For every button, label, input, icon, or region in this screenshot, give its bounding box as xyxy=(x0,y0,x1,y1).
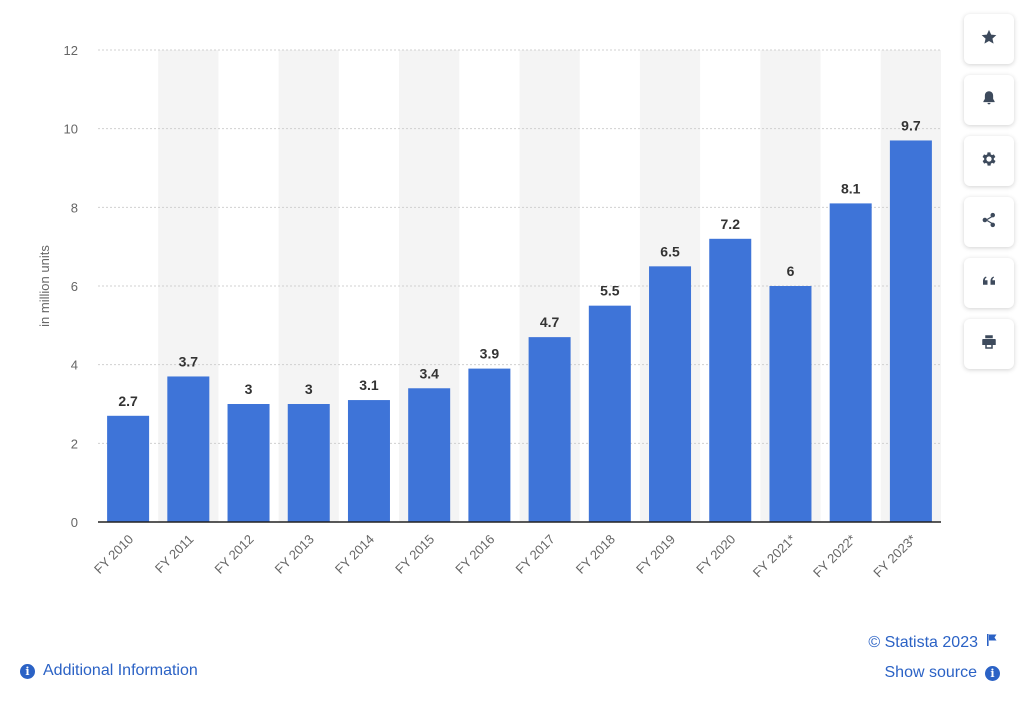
x-tick-label: FY 2015 xyxy=(392,532,437,577)
bar xyxy=(287,404,330,522)
bar xyxy=(769,286,812,522)
value-label: 6.5 xyxy=(660,243,680,259)
bar xyxy=(107,415,150,522)
x-tick-label: FY 2018 xyxy=(573,532,618,577)
additional-information-label: Additional Information xyxy=(43,662,198,679)
bell-icon xyxy=(980,89,998,112)
info-icon: i xyxy=(985,665,1000,681)
y-tick-labels: 0 2 4 6 8 10 12 xyxy=(64,43,78,530)
value-label: 7.2 xyxy=(721,216,741,232)
value-label: 3 xyxy=(245,381,253,397)
show-source-link[interactable]: Show source i xyxy=(884,664,1000,682)
value-label: 3.9 xyxy=(480,346,500,362)
print-icon xyxy=(980,333,998,356)
value-label: 4.7 xyxy=(540,314,560,330)
value-label: 5.5 xyxy=(600,283,620,299)
x-tick-label: FY 2021* xyxy=(750,532,799,581)
x-tick-label: FY 2011 xyxy=(152,532,197,577)
value-label: 9.7 xyxy=(901,117,921,133)
bar xyxy=(167,376,210,522)
value-label: 8.1 xyxy=(841,180,861,196)
bar xyxy=(227,404,270,522)
bar xyxy=(468,368,511,522)
y-axis-title: in million units xyxy=(37,245,52,327)
x-tick-label: FY 2022* xyxy=(810,532,859,581)
y-tick-label: 0 xyxy=(71,515,78,530)
bar xyxy=(347,400,390,522)
y-tick-label: 12 xyxy=(64,43,78,58)
statista-credit[interactable]: © Statista 2023 xyxy=(868,633,998,652)
bar xyxy=(649,266,692,522)
notification-button[interactable] xyxy=(964,75,1014,125)
bar xyxy=(889,140,932,522)
show-source-label: Show source xyxy=(884,664,978,681)
value-labels: 2.7 3.7 3 3 3.1 3.4 3.9 4.7 5.5 6.5 7.2 6 8.1 9.7 xyxy=(118,117,920,408)
star-icon xyxy=(980,28,998,51)
x-tick-label: FY 2023* xyxy=(870,532,919,581)
value-label: 3.7 xyxy=(179,353,199,369)
x-tick-label: FY 2016 xyxy=(452,532,497,577)
bars xyxy=(107,140,932,523)
value-label: 3.1 xyxy=(359,377,379,393)
x-tick-label: FY 2013 xyxy=(272,532,317,577)
info-icon: i xyxy=(20,663,35,679)
value-label: 6 xyxy=(787,263,795,279)
share-icon xyxy=(980,211,998,234)
side-toolbar xyxy=(964,14,1014,369)
share-button[interactable] xyxy=(964,197,1014,247)
gear-icon xyxy=(980,150,998,173)
x-tick-label: FY 2014 xyxy=(332,532,377,577)
y-tick-label: 4 xyxy=(71,358,78,373)
settings-button[interactable] xyxy=(964,136,1014,186)
bar xyxy=(588,305,631,522)
value-label: 2.7 xyxy=(118,393,138,409)
quote-icon xyxy=(980,272,998,295)
cite-button[interactable] xyxy=(964,258,1014,308)
bar xyxy=(829,203,872,522)
y-tick-label: 10 xyxy=(64,122,78,137)
bar xyxy=(709,238,752,523)
value-label: 3 xyxy=(305,381,313,397)
y-tick-label: 8 xyxy=(71,200,78,215)
y-tick-label: 2 xyxy=(71,436,78,451)
x-tick-label: FY 2010 xyxy=(91,532,136,577)
print-button[interactable] xyxy=(964,319,1014,369)
favorite-button[interactable] xyxy=(964,14,1014,64)
y-tick-label: 6 xyxy=(71,279,78,294)
x-tick-label: FY 2017 xyxy=(513,532,558,577)
bar xyxy=(408,388,451,522)
copyright-text: © Statista 2023 xyxy=(868,633,978,651)
flag-icon xyxy=(986,633,998,652)
bar-chart: 0 2 4 6 8 10 12 2.7 3.7 3 3 3.1 3.4 3.9 4.7 5.5 6.5 7.2 6… xyxy=(37,43,941,581)
additional-information-link[interactable]: i Additional Information xyxy=(20,662,198,680)
x-tick-labels: FY 2010 FY 2011 FY 2012 FY 2013 FY 2014 FY 20… xyxy=(91,532,919,581)
value-label: 3.4 xyxy=(419,365,439,381)
x-tick-label: FY 2012 xyxy=(211,532,256,577)
x-tick-label: FY 2019 xyxy=(633,532,678,577)
x-tick-label: FY 2020 xyxy=(693,532,738,577)
bar xyxy=(528,337,571,522)
